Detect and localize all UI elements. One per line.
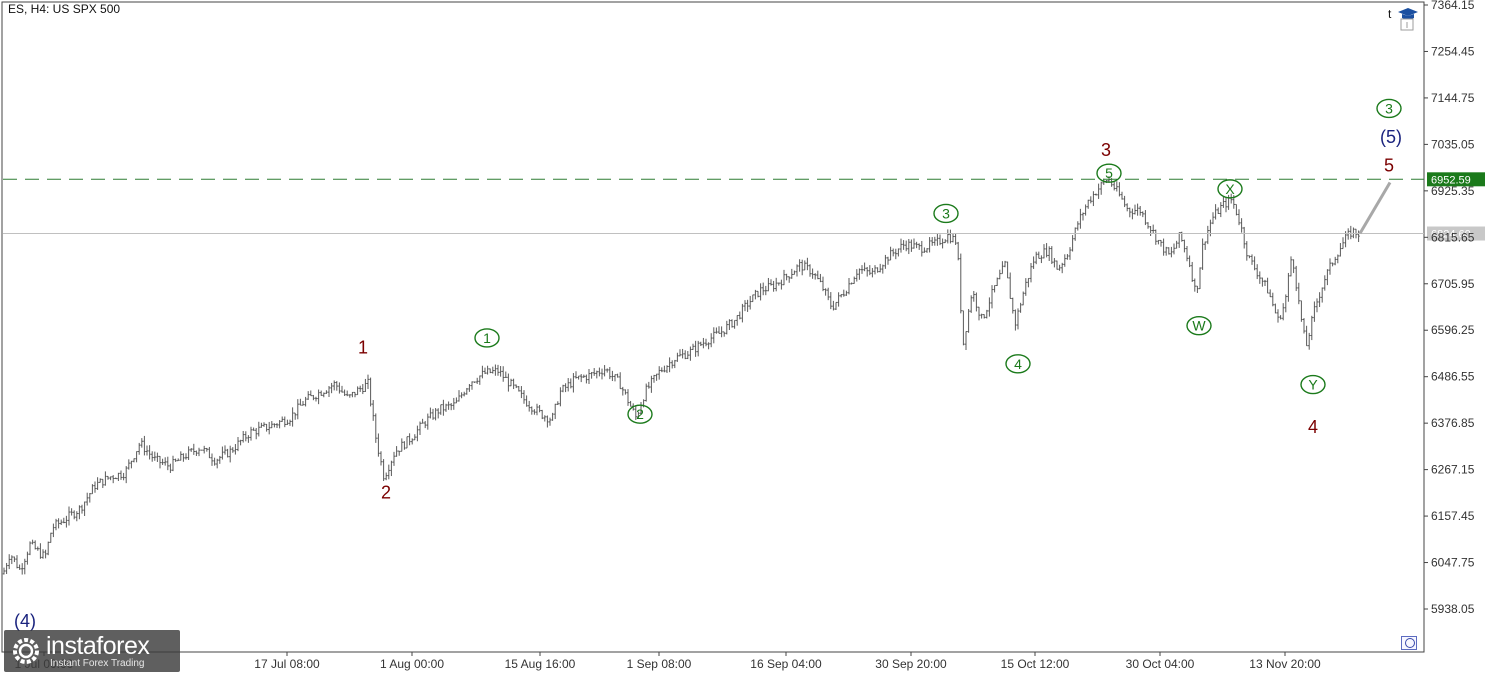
y-tick-label: 6925.35 — [1431, 184, 1475, 198]
x-tick-label: 17 Jul 08:00 — [254, 657, 320, 671]
wave-label: 2 — [636, 406, 644, 422]
wave-circle — [1300, 374, 1326, 395]
x-tick-label: 15 Aug 16:00 — [505, 657, 576, 671]
wave-label: (4) — [14, 611, 36, 631]
x-tick-label: 1 Aug 00:00 — [380, 657, 444, 671]
y-tick-label: 7364.15 — [1431, 0, 1475, 12]
y-tick-label: 7144.75 — [1431, 91, 1475, 105]
wave-label: Y — [1308, 377, 1318, 393]
y-tick-label: 6157.45 — [1431, 509, 1475, 523]
wave-label: 3 — [942, 205, 950, 221]
wave-label: X — [1225, 181, 1235, 197]
wave-label: W — [1192, 318, 1206, 334]
wave-circle — [1217, 179, 1243, 199]
projection-line — [1358, 181, 1392, 235]
y-tick-label: 6267.15 — [1431, 463, 1475, 477]
x-tick-label: 15 Oct 12:00 — [1001, 657, 1070, 671]
wave-circle — [474, 328, 500, 348]
wave-label: (5) — [1380, 127, 1402, 147]
x-tick-label: 30 Oct 04:00 — [1126, 657, 1195, 671]
wave-circle — [1376, 98, 1402, 119]
wave-label: 3 — [1101, 140, 1111, 160]
x-tick-label: 16 Sep 04:00 — [750, 657, 822, 671]
logo-name: instaforex — [46, 632, 150, 660]
x-tick-label: 13 Nov 20:00 — [1249, 657, 1321, 671]
resistance-tag — [1427, 172, 1485, 187]
wave-label: 2 — [381, 483, 391, 503]
current-price-value: 6824.60 — [1431, 229, 1471, 241]
wave-circle — [933, 203, 959, 224]
price-bars — [2, 176, 1360, 575]
wave-label: 1 — [358, 338, 368, 358]
wave-circle — [1096, 163, 1122, 183]
x-tick-label: 30 Sep 20:00 — [875, 657, 947, 671]
trade-button[interactable]: t — [1388, 7, 1392, 21]
y-tick-label: 7035.05 — [1431, 137, 1475, 151]
y-tick-label: 7254.45 — [1431, 44, 1475, 58]
y-tick-label: 6815.65 — [1431, 230, 1475, 244]
x-tick-label: 1 Sep 08:00 — [627, 657, 692, 671]
y-tick-label: 6376.85 — [1431, 416, 1475, 430]
instaforex-logo: instaforex Instant Forex Trading — [4, 630, 180, 672]
wave-labels: (4) 1 2 1 2 3 4 3 5 W X Y 4 3 (5) 5 — [14, 98, 1402, 631]
wave-label: 4 — [1014, 356, 1022, 372]
wave-circle — [627, 404, 653, 424]
scale-toggle-button[interactable] — [1401, 636, 1417, 650]
resistance-value: 6952.59 — [1431, 174, 1471, 186]
wave-label: 3 — [1385, 100, 1393, 116]
chart-title: ES, H4: US SPX 500 — [8, 2, 120, 16]
wave-label: 5 — [1384, 156, 1394, 176]
wave-label: 4 — [1308, 417, 1318, 437]
y-axis: 7364.15 7254.45 7144.75 7035.05 6925.35 6815.… — [1424, 0, 1475, 616]
wave-circle — [1005, 354, 1031, 374]
y-tick-label: 6596.25 — [1431, 323, 1475, 337]
graduation-cap-icon[interactable] — [1397, 5, 1419, 31]
price-levels: 6952.59 6824.60 — [3, 172, 1485, 241]
wave-circle — [1186, 315, 1212, 336]
gear-logo-icon — [13, 638, 39, 664]
y-tick-label: 6486.55 — [1431, 370, 1475, 384]
logo-tagline: Instant Forex Trading — [50, 658, 145, 669]
wave-label: 5 — [1105, 165, 1113, 181]
y-tick-label: 6047.75 — [1431, 556, 1475, 570]
y-tick-label: 5938.05 — [1431, 602, 1475, 616]
wave-label: 1 — [483, 330, 491, 346]
y-tick-label: 6705.95 — [1431, 277, 1475, 291]
current-price-tag — [1427, 226, 1485, 241]
